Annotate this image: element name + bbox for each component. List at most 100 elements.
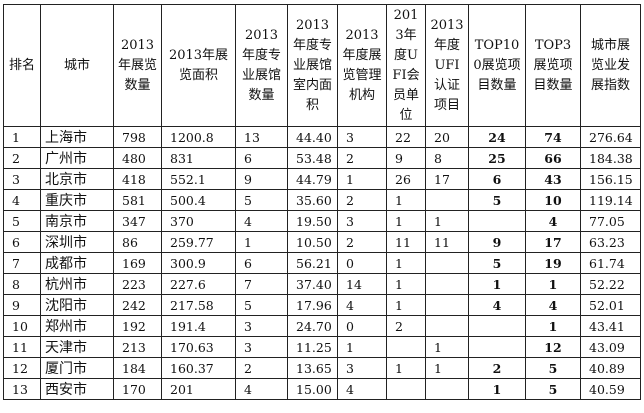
cell-exhibition-count: 223 bbox=[113, 273, 162, 295]
cell-exhibition-count: 480 bbox=[113, 147, 162, 169]
cell-top3-count: 1 bbox=[525, 315, 581, 337]
table-wrapper: 排名 城市 2013年展览数量 2013年展览面积 2013年度专业展馆数量 2013年度… bbox=[3, 4, 641, 400]
table-row: 9 沈阳市 242 217.58 5 17.96 4 1 4 4 52.01 bbox=[3, 294, 641, 316]
cell-venue-count: 1 bbox=[235, 231, 288, 253]
cell-venue-indoor-area: 15.00 bbox=[287, 378, 338, 400]
cell-venue-indoor-area: 17.96 bbox=[287, 294, 338, 316]
cell-venue-count: 5 bbox=[235, 294, 288, 316]
cell-top3-count: 4 bbox=[525, 294, 581, 316]
table-row: 1 上海市 798 1200.8 13 44.40 3 22 20 24 74 276.64 bbox=[3, 126, 641, 148]
cell-city: 郑州市 bbox=[40, 315, 114, 337]
cell-venue-count: 9 bbox=[235, 168, 288, 190]
cell-exhibition-area: 552.1 bbox=[161, 168, 236, 190]
cell-ufi-certified: 1 bbox=[425, 210, 469, 232]
cell-city: 沈阳市 bbox=[40, 294, 114, 316]
cell-ufi-certified bbox=[425, 294, 469, 316]
cell-city: 杭州市 bbox=[40, 273, 114, 295]
cell-rank: 8 bbox=[3, 273, 41, 295]
cell-top100-count: 6 bbox=[468, 168, 526, 190]
cell-management-orgs: 1 bbox=[337, 168, 387, 190]
cell-venue-indoor-area: 53.48 bbox=[287, 147, 338, 169]
cell-city: 重庆市 bbox=[40, 189, 114, 211]
header-top3-count: TOP3展览项目数量 bbox=[525, 4, 581, 127]
cell-city: 成都市 bbox=[40, 252, 114, 274]
table-row: 5 南京市 347 370 4 19.50 3 1 1 4 77.05 bbox=[3, 210, 641, 232]
cell-ufi-certified: 1 bbox=[425, 336, 469, 358]
header-city: 城市 bbox=[40, 4, 114, 127]
cell-management-orgs: 3 bbox=[337, 210, 387, 232]
cell-ufi-members: 9 bbox=[386, 147, 426, 169]
cell-exhibition-area: 370 bbox=[161, 210, 236, 232]
cell-ufi-certified: 1 bbox=[425, 357, 469, 379]
cell-ufi-certified: 8 bbox=[425, 147, 469, 169]
cell-top3-count: 1 bbox=[525, 273, 581, 295]
cell-rank: 9 bbox=[3, 294, 41, 316]
cell-exhibition-count: 242 bbox=[113, 294, 162, 316]
cell-exhibition-area: 170.63 bbox=[161, 336, 236, 358]
header-rank: 排名 bbox=[3, 4, 41, 127]
cell-city: 北京市 bbox=[40, 168, 114, 190]
header-ufi-members: 2013年度UFI会员单位 bbox=[386, 4, 426, 127]
cell-ufi-members: 1 bbox=[386, 273, 426, 295]
cell-top100-count: 5 bbox=[468, 252, 526, 274]
cell-venue-indoor-area: 35.60 bbox=[287, 189, 338, 211]
cell-development-index: 52.22 bbox=[580, 273, 641, 295]
cell-management-orgs: 2 bbox=[337, 189, 387, 211]
cell-top100-count: 9 bbox=[468, 231, 526, 253]
cell-exhibition-count: 86 bbox=[113, 231, 162, 253]
cell-top3-count: 10 bbox=[525, 189, 581, 211]
cell-rank: 2 bbox=[3, 147, 41, 169]
cell-rank: 10 bbox=[3, 315, 41, 337]
cell-venue-count: 5 bbox=[235, 189, 288, 211]
cell-management-orgs: 2 bbox=[337, 231, 387, 253]
cell-venue-indoor-area: 44.40 bbox=[287, 126, 338, 148]
cell-management-orgs: 3 bbox=[337, 126, 387, 148]
cell-venue-count: 6 bbox=[235, 252, 288, 274]
cell-top3-count: 43 bbox=[525, 168, 581, 190]
table-row: 6 深圳市 86 259.77 1 10.50 2 11 11 9 17 63.23 bbox=[3, 231, 641, 253]
cell-venue-count: 4 bbox=[235, 378, 288, 400]
cell-exhibition-count: 192 bbox=[113, 315, 162, 337]
table-row: 12 厦门市 184 160.37 2 13.65 3 1 1 2 5 40.89 bbox=[3, 357, 641, 379]
cell-city: 深圳市 bbox=[40, 231, 114, 253]
cell-development-index: 156.15 bbox=[580, 168, 641, 190]
cell-city: 上海市 bbox=[40, 126, 114, 148]
cell-top100-count: 25 bbox=[468, 147, 526, 169]
cell-management-orgs: 0 bbox=[337, 252, 387, 274]
cell-exhibition-count: 798 bbox=[113, 126, 162, 148]
header-venue-indoor-area: 2013年度专业展馆室内面积 bbox=[287, 4, 338, 127]
cell-venue-indoor-area: 56.21 bbox=[287, 252, 338, 274]
cell-top3-count: 66 bbox=[525, 147, 581, 169]
cell-city: 天津市 bbox=[40, 336, 114, 358]
cell-management-orgs: 1 bbox=[337, 336, 387, 358]
cell-rank: 7 bbox=[3, 252, 41, 274]
cell-top100-count: 1 bbox=[468, 273, 526, 295]
cell-city: 南京市 bbox=[40, 210, 114, 232]
cell-development-index: 43.09 bbox=[580, 336, 641, 358]
cell-development-index: 52.01 bbox=[580, 294, 641, 316]
cell-venue-indoor-area: 19.50 bbox=[287, 210, 338, 232]
cell-ufi-members: 1 bbox=[386, 294, 426, 316]
table-row: 11 天津市 213 170.63 3 11.25 1 1 12 43.09 bbox=[3, 336, 641, 358]
table-row: 10 郑州市 192 191.4 3 24.70 0 2 1 43.41 bbox=[3, 315, 641, 337]
cell-exhibition-area: 259.77 bbox=[161, 231, 236, 253]
cell-venue-indoor-area: 24.70 bbox=[287, 315, 338, 337]
cell-top100-count: 24 bbox=[468, 126, 526, 148]
cell-rank: 1 bbox=[3, 126, 41, 148]
cell-city: 厦门市 bbox=[40, 357, 114, 379]
cell-exhibition-count: 169 bbox=[113, 252, 162, 274]
cell-ufi-certified bbox=[425, 189, 469, 211]
cell-management-orgs: 4 bbox=[337, 378, 387, 400]
header-top100-count: TOP100展览项目数量 bbox=[468, 4, 526, 127]
cell-top100-count bbox=[468, 336, 526, 358]
cell-exhibition-count: 170 bbox=[113, 378, 162, 400]
cell-venue-indoor-area: 10.50 bbox=[287, 231, 338, 253]
cell-exhibition-area: 500.4 bbox=[161, 189, 236, 211]
header-management-orgs: 2013年度展览管理机构 bbox=[337, 4, 387, 127]
cell-rank: 13 bbox=[3, 378, 41, 400]
cell-ufi-certified: 11 bbox=[425, 231, 469, 253]
cell-ufi-members: 1 bbox=[386, 189, 426, 211]
cell-top3-count: 5 bbox=[525, 378, 581, 400]
cell-rank: 4 bbox=[3, 189, 41, 211]
header-venue-count: 2013年度专业展馆数量 bbox=[235, 4, 288, 127]
